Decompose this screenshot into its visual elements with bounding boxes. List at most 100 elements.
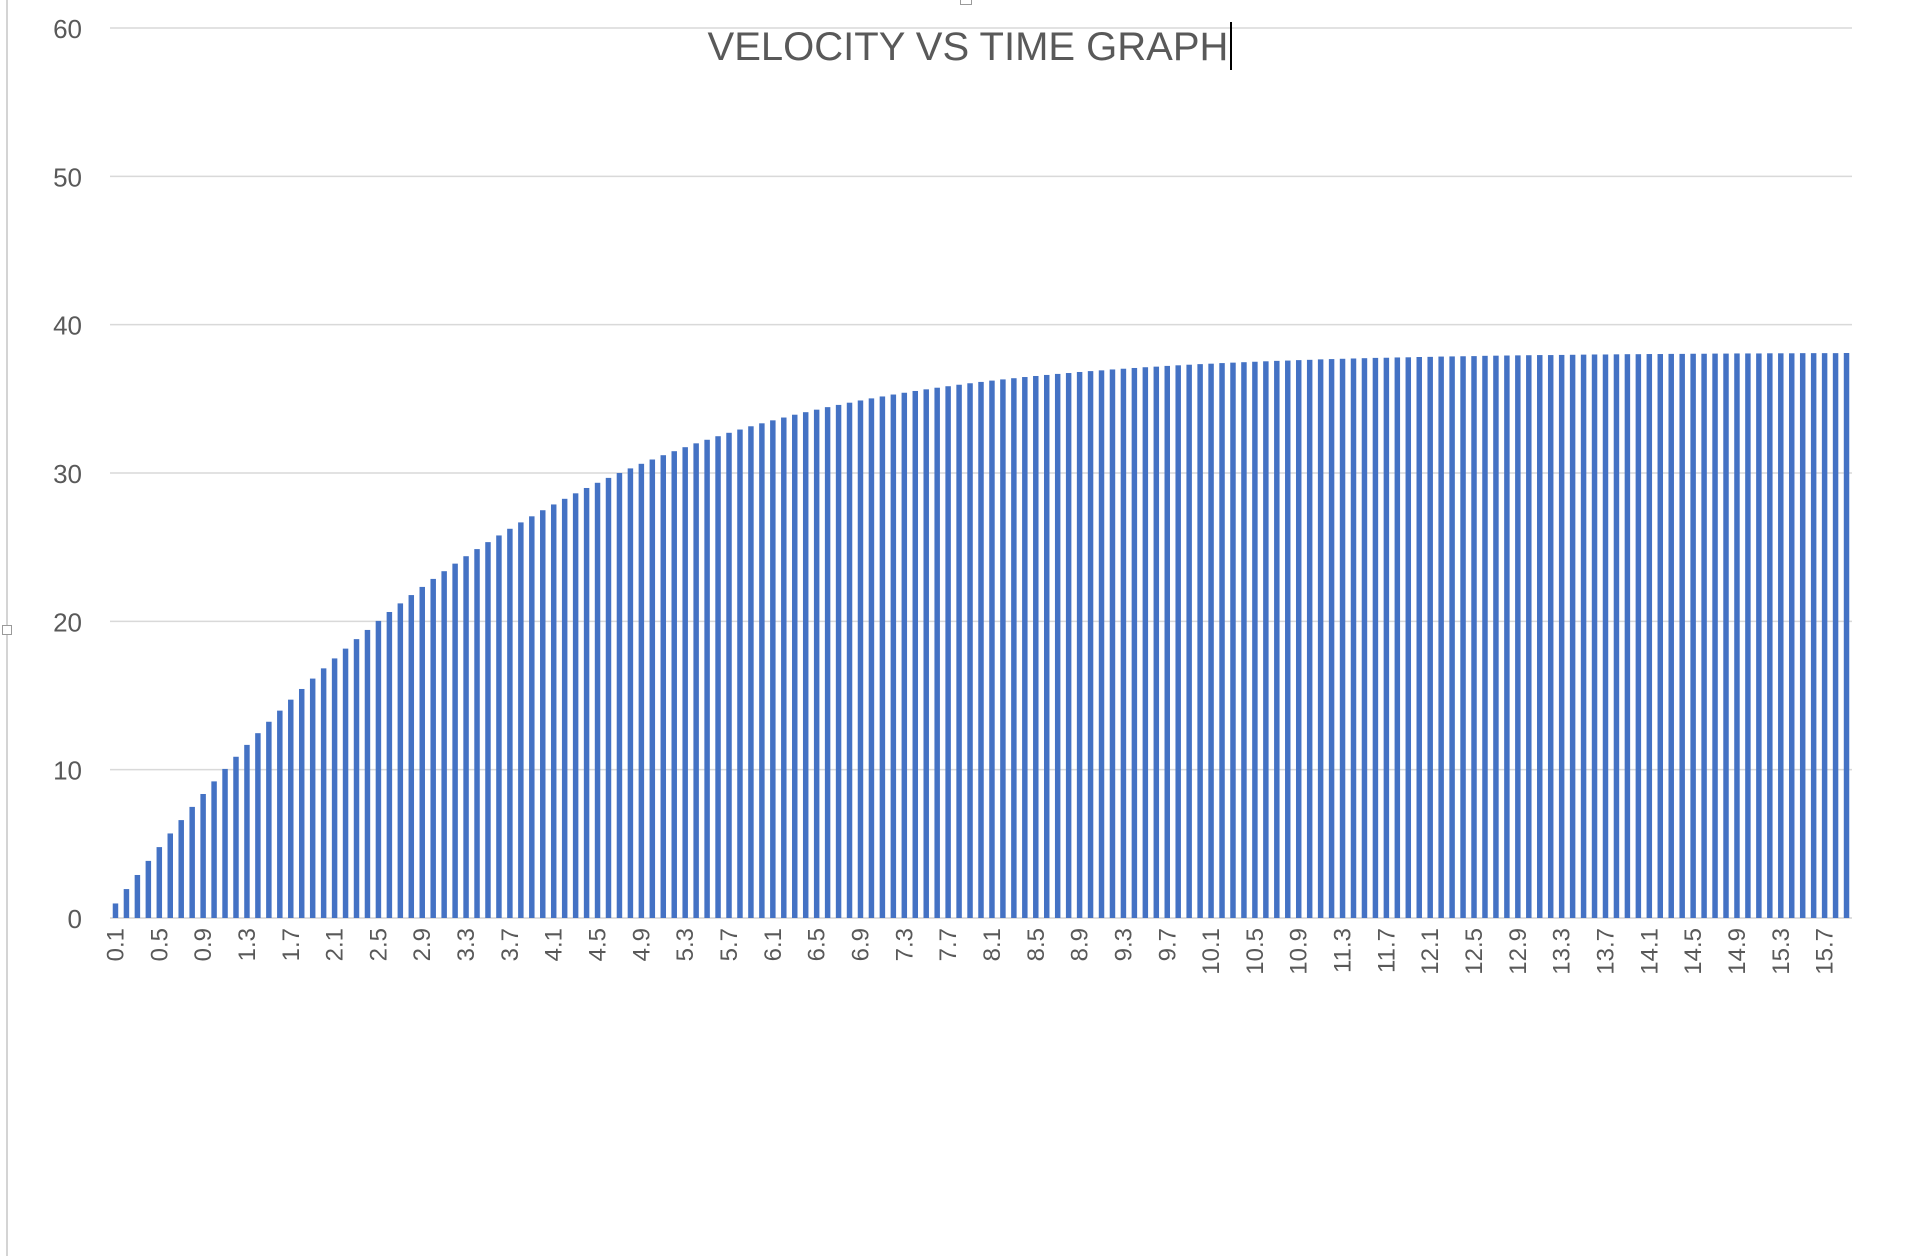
top-resize-handle[interactable]	[960, 0, 972, 5]
bar[interactable]	[1482, 355, 1488, 919]
bar[interactable]	[1767, 353, 1773, 918]
bar[interactable]	[704, 439, 710, 918]
bar[interactable]	[923, 389, 929, 919]
bar[interactable]	[200, 793, 206, 918]
bar[interactable]	[288, 699, 294, 918]
bar[interactable]	[1306, 359, 1313, 918]
bar[interactable]	[967, 383, 973, 919]
bar[interactable]	[682, 447, 688, 918]
bar[interactable]	[1054, 373, 1061, 918]
bar[interactable]	[1142, 367, 1149, 918]
bar[interactable]	[1186, 364, 1192, 918]
bar[interactable]	[255, 733, 261, 918]
bar[interactable]	[145, 860, 152, 918]
bar[interactable]	[1591, 354, 1598, 918]
bar[interactable]	[1076, 371, 1083, 918]
bar[interactable]	[353, 639, 360, 918]
bar[interactable]	[1043, 374, 1050, 918]
bar[interactable]	[419, 586, 425, 918]
bar[interactable]	[890, 394, 897, 918]
bar[interactable]	[1723, 353, 1729, 918]
bar[interactable]	[1383, 357, 1390, 918]
bar[interactable]	[561, 498, 568, 918]
bar[interactable]	[496, 535, 502, 918]
bar[interactable]	[309, 678, 316, 918]
bar[interactable]	[463, 556, 469, 918]
left-resize-handle[interactable]	[2, 625, 12, 635]
bar[interactable]	[857, 400, 864, 919]
bar[interactable]	[978, 381, 984, 918]
bar[interactable]	[386, 611, 393, 918]
bar[interactable]	[671, 451, 677, 918]
bar[interactable]	[1504, 355, 1510, 918]
bar[interactable]	[244, 744, 250, 918]
bar[interactable]	[1011, 378, 1017, 919]
bar[interactable]	[1087, 371, 1094, 919]
bar[interactable]	[1810, 353, 1817, 918]
bar[interactable]	[638, 463, 645, 918]
bar[interactable]	[507, 528, 513, 918]
bar[interactable]	[1394, 357, 1401, 918]
bar[interactable]	[1427, 356, 1433, 919]
bar[interactable]	[1624, 354, 1631, 918]
bar[interactable]	[1285, 360, 1291, 918]
bar[interactable]	[474, 549, 480, 918]
bar[interactable]	[178, 820, 184, 918]
bar[interactable]	[1405, 357, 1412, 918]
bar[interactable]	[956, 384, 962, 918]
bar[interactable]	[320, 668, 327, 918]
bar[interactable]	[1778, 353, 1784, 918]
bar[interactable]	[572, 493, 579, 918]
bar[interactable]	[452, 563, 458, 918]
bar[interactable]	[408, 595, 415, 918]
bar[interactable]	[616, 473, 623, 918]
bar[interactable]	[1569, 354, 1576, 918]
bar[interactable]	[342, 648, 349, 918]
bar[interactable]	[1734, 353, 1740, 918]
bar[interactable]	[112, 903, 119, 918]
bar[interactable]	[1252, 361, 1258, 918]
bar[interactable]	[1580, 354, 1587, 918]
bar[interactable]	[430, 578, 436, 918]
bar[interactable]	[726, 432, 732, 918]
bar[interactable]	[1065, 373, 1072, 919]
bar[interactable]	[375, 620, 382, 918]
bar[interactable]	[1493, 355, 1499, 918]
bar[interactable]	[1241, 362, 1247, 918]
chart-title[interactable]: VELOCITY VS TIME GRAPH	[707, 25, 1229, 69]
bar[interactable]	[759, 423, 765, 918]
bar[interactable]	[397, 603, 404, 918]
bar[interactable]	[1350, 358, 1357, 918]
bar[interactable]	[660, 455, 667, 918]
bar[interactable]	[123, 889, 130, 918]
bar[interactable]	[1558, 354, 1565, 919]
bar[interactable]	[594, 482, 601, 918]
bar[interactable]	[1756, 353, 1762, 918]
bar[interactable]	[1022, 377, 1028, 918]
bar[interactable]	[1799, 353, 1806, 918]
bar[interactable]	[748, 426, 754, 918]
bar[interactable]	[693, 443, 699, 918]
bar[interactable]	[233, 756, 239, 918]
bar[interactable]	[1109, 369, 1116, 918]
bar[interactable]	[1745, 353, 1751, 918]
bar[interactable]	[813, 409, 820, 918]
bar[interactable]	[1033, 375, 1039, 918]
bar[interactable]	[781, 417, 787, 918]
bar[interactable]	[1646, 354, 1653, 919]
bar[interactable]	[1460, 356, 1466, 918]
bar[interactable]	[1098, 370, 1105, 918]
bar[interactable]	[1843, 352, 1850, 919]
bar[interactable]	[1131, 367, 1138, 919]
bar[interactable]	[934, 387, 940, 918]
bar[interactable]	[868, 398, 875, 919]
bar[interactable]	[1471, 356, 1477, 918]
bar[interactable]	[1537, 355, 1543, 918]
bar[interactable]	[1789, 353, 1795, 918]
bar[interactable]	[1602, 354, 1609, 918]
bar[interactable]	[1679, 353, 1685, 919]
bar[interactable]	[1712, 353, 1718, 918]
bar[interactable]	[298, 688, 305, 918]
bar[interactable]	[1515, 355, 1521, 918]
bar[interactable]	[1164, 365, 1170, 918]
